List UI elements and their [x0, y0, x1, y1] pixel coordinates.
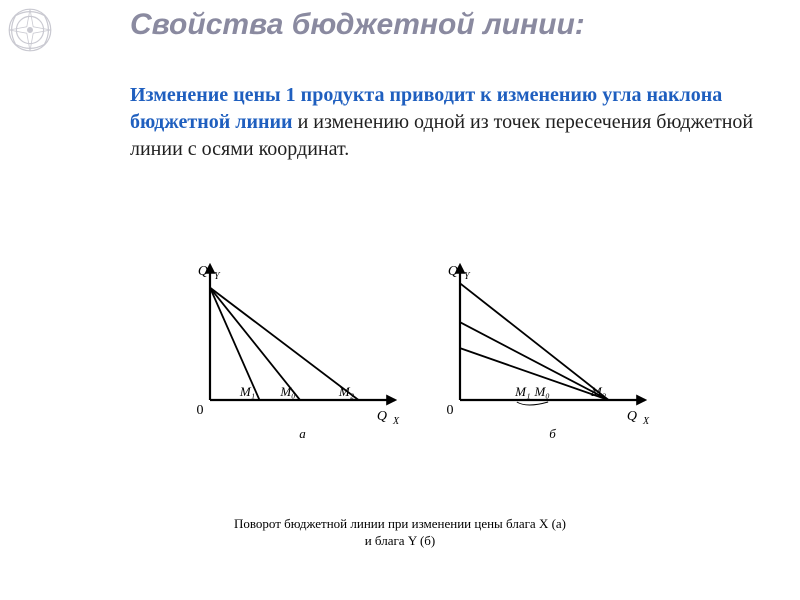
- chart-panel-b: M₁M₀M₂0QYQXб: [447, 264, 651, 441]
- figure-caption: Поворот бюджетной линии при изменении це…: [150, 515, 650, 550]
- budget-line-figure: M₁M₀M₂0QYQXаM₁M₀M₂0QYQXб Поворот бюджетн…: [150, 250, 650, 550]
- svg-text:Q: Q: [198, 264, 208, 279]
- chart-panel-a: M₁M₀M₂0QYQXа: [197, 264, 401, 441]
- caption-line-1: Поворот бюджетной линии при изменении це…: [234, 516, 566, 531]
- corner-ornament: [6, 6, 86, 86]
- body-paragraph: Изменение цены 1 продукта приводит к изм…: [130, 82, 770, 163]
- svg-text:M₀: M₀: [533, 384, 549, 399]
- svg-text:Y: Y: [214, 271, 221, 282]
- caption-line-2: и блага Y (б): [365, 533, 436, 548]
- svg-text:M₁: M₁: [514, 384, 530, 399]
- slide: Свойства бюджетной линии: Изменение цены…: [0, 0, 800, 600]
- svg-text:Y: Y: [464, 271, 471, 282]
- svg-text:б: б: [549, 426, 556, 441]
- svg-text:X: X: [642, 416, 650, 427]
- svg-text:X: X: [392, 416, 400, 427]
- svg-text:Q: Q: [377, 409, 387, 424]
- svg-text:0: 0: [197, 403, 204, 418]
- svg-text:а: а: [299, 426, 306, 441]
- svg-text:M₀: M₀: [279, 384, 295, 399]
- svg-text:0: 0: [447, 403, 454, 418]
- chart-svg: M₁M₀M₂0QYQXаM₁M₀M₂0QYQXб: [150, 250, 650, 500]
- svg-text:Q: Q: [627, 409, 637, 424]
- svg-text:M₂: M₂: [338, 384, 355, 399]
- para-strong-1: Изменение цены 1 продукта приводит к изм…: [130, 84, 602, 106]
- slide-title: Свойства бюджетной линии:: [130, 8, 770, 43]
- svg-text:Q: Q: [448, 264, 458, 279]
- svg-text:M₂: M₂: [590, 384, 607, 399]
- svg-text:M₁: M₁: [239, 384, 255, 399]
